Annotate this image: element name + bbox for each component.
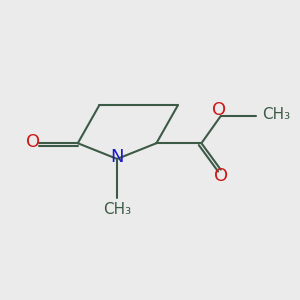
Text: O: O [212, 100, 226, 118]
Text: CH₃: CH₃ [262, 107, 290, 122]
Text: CH₃: CH₃ [103, 202, 131, 217]
Text: O: O [214, 167, 228, 185]
Text: N: N [110, 148, 124, 166]
Text: O: O [26, 133, 40, 151]
